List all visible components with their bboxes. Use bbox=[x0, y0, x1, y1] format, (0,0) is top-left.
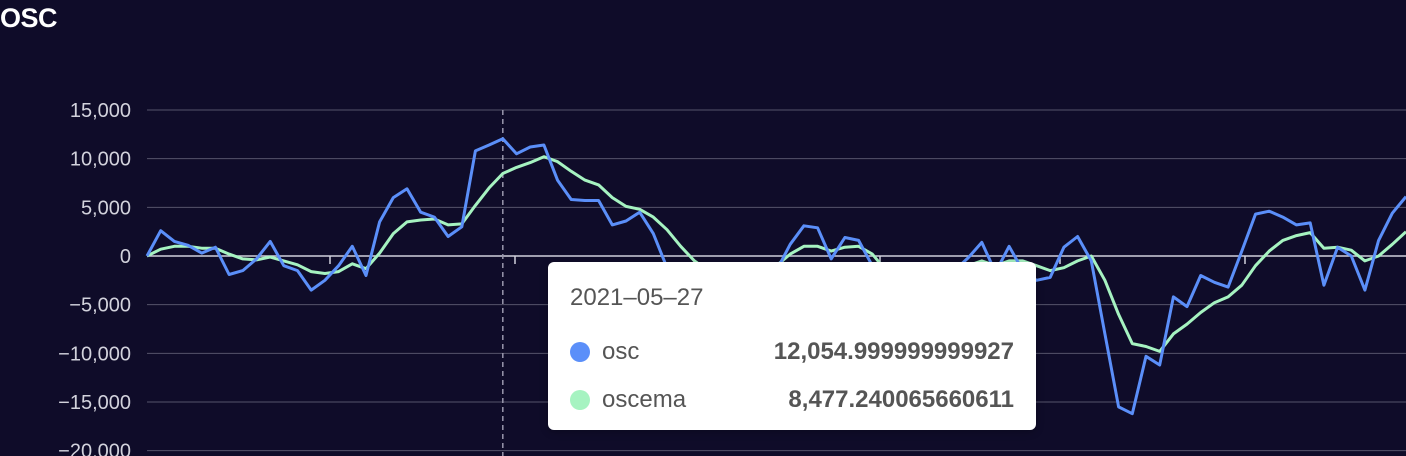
y-tick-label: 10,000 bbox=[70, 149, 131, 171]
y-tick-label: 5,000 bbox=[81, 197, 131, 219]
y-tick-label: −10,000 bbox=[58, 343, 131, 365]
tooltip-series-name: osc bbox=[602, 338, 639, 366]
tooltip-series-name: oscema bbox=[602, 386, 686, 414]
legend-dot-oscema bbox=[570, 390, 590, 410]
y-tick-label: −5,000 bbox=[69, 295, 131, 317]
tooltip-series-value: 8,477.240065660611 bbox=[788, 386, 1014, 414]
y-tick-label: 0 bbox=[120, 246, 131, 268]
tooltip-row-oscema: oscema 8,477.240065660611 bbox=[570, 376, 1014, 424]
tooltip-series-value: 12,054.999999999927 bbox=[774, 338, 1014, 366]
tooltip-date: 2021–05–27 bbox=[570, 284, 1014, 314]
y-axis-ticks: 15,000 10,000 5,000 0 −5,000 −10,000 −15,000 −2… bbox=[58, 100, 131, 456]
y-tick-label: 15,000 bbox=[70, 100, 131, 122]
y-tick-label: −15,000 bbox=[58, 392, 131, 414]
tooltip: 2021–05–27 osc 12,054.999999999927 oscem… bbox=[548, 262, 1036, 430]
legend-dot-osc bbox=[570, 342, 590, 362]
tooltip-row-osc: osc 12,054.999999999927 bbox=[570, 328, 1014, 376]
y-tick-label: −20,000 bbox=[58, 441, 131, 456]
